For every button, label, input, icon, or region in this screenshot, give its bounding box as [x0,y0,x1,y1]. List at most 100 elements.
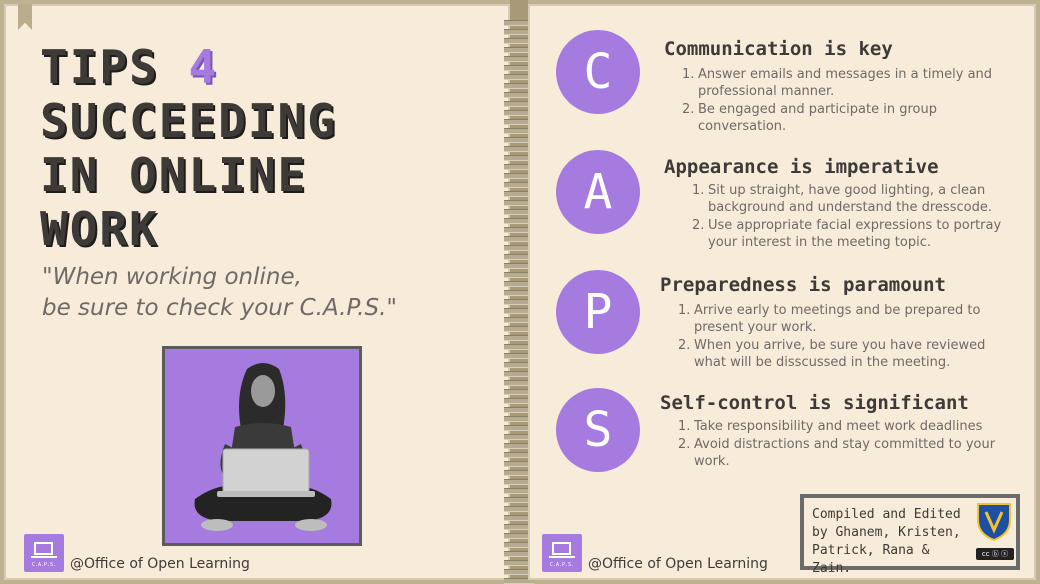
binding-coil [504,389,534,395]
creative-commons-icon: cc ⓑ ⓢ [976,548,1014,560]
binding-coil [504,443,534,449]
binding-coil [504,65,534,71]
binding-coil [504,236,534,242]
caps-logo: C.A.P.S. [24,534,64,572]
binding-coil [504,461,534,467]
binding-coil [504,335,534,341]
binding-coil [504,74,534,80]
binding-coil [504,245,534,251]
section-appearance: A Appearance is imperative 1. Sit up stra… [556,150,1026,260]
binding-coil [504,101,534,107]
binding-coil [504,353,534,359]
binding-coil [504,398,534,404]
binding-coil [504,371,534,377]
binding-coil [504,551,534,557]
binding-coil [504,119,534,125]
binding-coil [504,137,534,143]
monitor-icon [34,542,53,555]
letter-p-circle: P [556,270,640,354]
binding-coil [504,299,534,305]
section-title: Communication is key [664,38,893,60]
binding-coil [504,173,534,179]
binding-coil [504,218,534,224]
left-page: TIPS 4 SUCCEEDING IN ONLINE WORK "When w… [4,4,510,580]
binding-coil [504,542,534,548]
credits-line: Compiled and Edited [812,507,961,522]
binding-coil [504,83,534,89]
list-item: 2. Be engaged and participate in group co… [682,102,937,134]
binding-coil [504,128,534,134]
monitor-icon [552,542,571,555]
section-self-control: S Self-control is significant 1. Take res… [556,388,1026,498]
binding-coil [504,524,534,530]
binding-coil [504,425,534,431]
credits-line: Patrick, Rana & Zain. [812,543,930,576]
binding-coil [504,515,534,521]
binding-coil [504,344,534,350]
binding-coil [504,92,534,98]
binding-coil [504,497,534,503]
letter-a-circle: A [556,150,640,234]
binding-coil [504,416,534,422]
office-credit: @Office of Open Learning [70,556,250,572]
binding-coil [504,146,534,152]
infographic-title: TIPS 4 SUCCEEDING IN ONLINE WORK [40,40,337,256]
binding-coil [504,38,534,44]
caps-quote: "When working online, be sure to check y… [42,264,397,321]
binding-coil [504,164,534,170]
binding-coil [504,560,534,566]
binding-coil [504,506,534,512]
letter-s-circle: S [556,388,640,472]
woman-with-laptop-image [162,346,362,546]
binding-coil [504,110,534,116]
binding-coil [504,434,534,440]
binding-coil [504,200,534,206]
binding-coil [504,488,534,494]
binding-coil [504,470,534,476]
list-item: 2. Avoid distractions and stay committed … [678,437,996,469]
list-item: 1. Take responsibility and meet work dead… [678,419,983,434]
section-title: Preparedness is paramount [660,274,946,296]
section-preparedness: P Preparedness is paramount 1. Arrive ear… [556,270,1026,380]
binding-coil [504,227,534,233]
binding-coil [504,263,534,269]
binding-coil [504,380,534,386]
binding-coil [504,362,534,368]
binding-coil [504,407,534,413]
binding-coil [504,182,534,188]
binding-coil [504,191,534,197]
list-item: 1. Arrive early to meetings and be prepar… [678,303,981,335]
binding-coil [504,47,534,53]
binding-coil [504,479,534,485]
binding-coil [504,533,534,539]
list-item: 1. Sit up straight, have good lighting, a… [692,183,992,215]
binding-coil [504,281,534,287]
credits-box: Compiled and Edited by Ghanem, Kristen, … [800,494,1020,576]
caps-logo: C.A.P.S. [542,534,582,572]
section-title: Self-control is significant [660,392,969,414]
binding-coil [504,317,534,323]
binding-coil [504,569,534,575]
list-item: 2. When you arrive, be sure you have revi… [678,338,986,370]
binding-coil [504,209,534,215]
list-item: 1. Answer emails and messages in a timely… [682,67,993,99]
binding-coil [504,20,534,26]
binding-coil [504,290,534,296]
section-title: Appearance is imperative [664,156,939,178]
bookmark-ribbon [18,4,32,30]
university-shield-icon [977,503,1011,542]
binding-coil [504,155,534,161]
list-item: 2. Use appropriate facial expressions to … [692,218,1002,250]
binding-coil [504,326,534,332]
binding-coil [504,272,534,278]
office-credit: @Office of Open Learning [588,556,768,572]
binding-coil [504,29,534,35]
person-illustration [194,363,332,531]
binding-coil [504,254,534,260]
binding-coil [504,452,534,458]
letter-c-circle: C [556,30,640,114]
notebook-spine [504,0,534,584]
credits-line: by Ghanem, Kristen, [812,525,961,540]
binding-coil [504,56,534,62]
